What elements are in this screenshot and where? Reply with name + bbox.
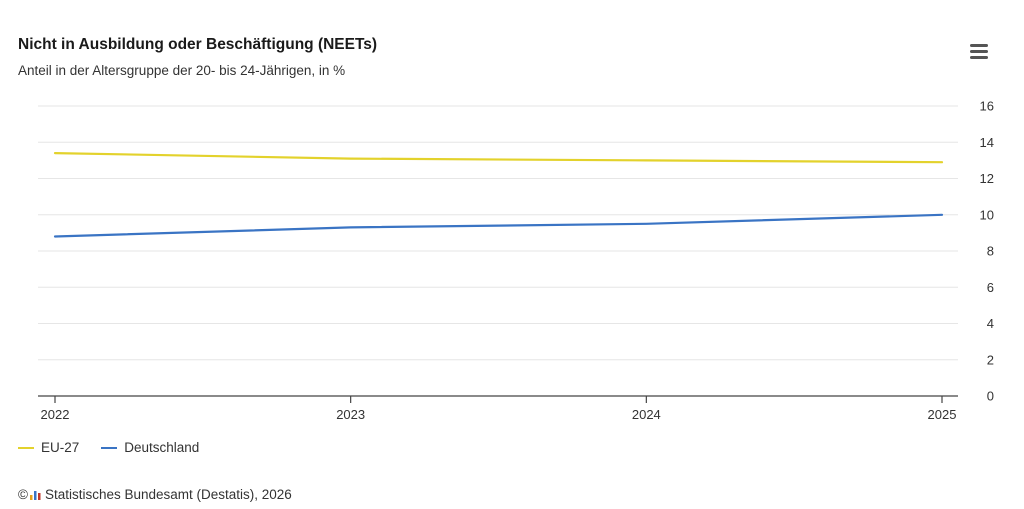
data-point-deutschland-2025 [940, 212, 945, 217]
y-axis-tick-labels: 0 2 4 6 8 10 12 14 16 [980, 99, 994, 404]
data-point-eu-27-2024 [644, 158, 649, 163]
y-tick-label-4: 4 [987, 316, 994, 331]
hamburger-menu-icon[interactable] [966, 40, 992, 62]
grid-lines [38, 105, 958, 361]
chart-title: Nicht in Ausbildung oder Beschäftigung (… [18, 36, 378, 53]
y-tick-label-6: 6 [987, 280, 994, 295]
x-tick-label-2024: 2024 [632, 407, 661, 422]
legend: EU-27 Deutschland [18, 440, 221, 455]
chart-subtitle: Anteil in der Altersgruppe der 20- bis 2… [18, 63, 346, 78]
data-point-deutschland-2022 [53, 234, 58, 239]
legend-label-eu-27: EU-27 [41, 440, 80, 455]
y-tick-label-16: 16 [980, 99, 994, 114]
copyright-symbol: © [18, 487, 28, 502]
y-tick-label-8: 8 [987, 244, 994, 259]
legend-item-deutschland[interactable]: Deutschland [101, 440, 199, 455]
x-tick-label-2025: 2025 [928, 407, 957, 422]
y-tick-label-2: 2 [987, 352, 994, 367]
series-lines [53, 151, 945, 239]
source-text: Statistisches Bundesamt (Destatis), 2026 [44, 487, 292, 502]
data-point-eu-27-2025 [940, 160, 945, 165]
series-line-deutschland [53, 213, 944, 238]
y-tick-label-10: 10 [980, 207, 994, 222]
x-axis-tick-labels: 2022 2023 2024 2025 [41, 407, 957, 422]
line-chart: 0 2 4 6 8 10 12 14 16 2022 2023 2024 2025 [38, 99, 994, 422]
source-credit: © Statistisches Bundesamt (Destatis), 20… [18, 487, 292, 502]
legend-swatch-eu-27 [18, 446, 34, 449]
x-axis [38, 395, 958, 403]
destatis-logo-icon [29, 491, 41, 500]
y-tick-label-14: 14 [980, 135, 994, 150]
data-point-eu-27-2023 [348, 156, 353, 161]
data-point-deutschland-2024 [644, 221, 649, 226]
y-tick-label-12: 12 [980, 171, 994, 186]
series-line-eu-27 [53, 152, 944, 164]
x-tick-label-2023: 2023 [336, 407, 365, 422]
x-tick-label-2022: 2022 [41, 407, 70, 422]
y-tick-label-0: 0 [987, 389, 994, 404]
data-point-deutschland-2023 [348, 225, 353, 230]
legend-item-eu-27[interactable]: EU-27 [18, 440, 79, 455]
legend-label-deutschland: Deutschland [124, 440, 200, 455]
data-point-eu-27-2022 [53, 151, 58, 156]
legend-swatch-deutschland [101, 446, 118, 449]
